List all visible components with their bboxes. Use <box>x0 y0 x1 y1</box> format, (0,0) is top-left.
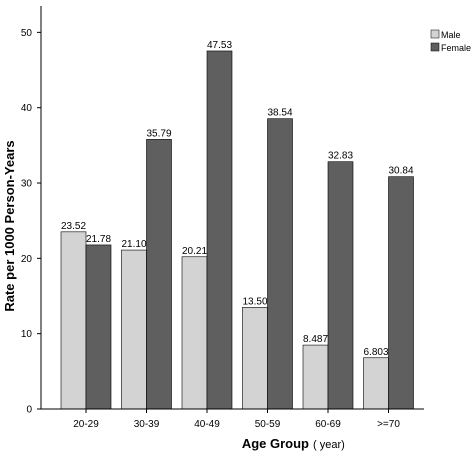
legend-label-female: Female <box>441 43 471 53</box>
data-label-female: 47.53 <box>207 40 232 51</box>
legend-label-male: Male <box>441 30 461 40</box>
x-axis-title: Age Group <box>242 436 309 451</box>
data-label-female: 38.54 <box>267 108 292 119</box>
y-tick-label: 30 <box>21 179 33 190</box>
data-label-male: 20.21 <box>182 246 207 257</box>
x-tick-label: 40-49 <box>194 419 220 430</box>
y-axis-ticks: 0 10 20 30 40 50 <box>21 28 41 416</box>
bar-male-40-49 <box>181 256 208 410</box>
bar-male->=70 <box>363 357 389 410</box>
data-label-male: 23.52 <box>61 221 86 232</box>
x-tick-label: >=70 <box>377 419 400 430</box>
data-label-female: 32.83 <box>328 151 353 162</box>
bar-male-20-29 <box>60 231 87 410</box>
bar-female-60-69 <box>327 161 354 410</box>
bar-male-60-69 <box>302 344 329 410</box>
x-axis-ticks: 20-29 30-39 40-49 50-59 60-69 >=70 <box>73 409 400 430</box>
x-tick-label: 50-59 <box>255 419 281 430</box>
y-tick-label: 0 <box>26 405 32 416</box>
legend-swatch-male <box>430 29 440 39</box>
data-label-female: 30.84 <box>388 166 413 177</box>
x-tick-label: 20-29 <box>73 419 99 430</box>
data-label-male: 8.487 <box>303 334 328 345</box>
legend: Male Female <box>430 29 471 53</box>
y-tick-label: 40 <box>21 103 33 114</box>
y-tick-label: 20 <box>21 254 33 265</box>
bar-female-50-59 <box>267 118 293 410</box>
y-tick-label: 10 <box>21 329 33 340</box>
y-axis-title: Rate per 1000 Person-Years <box>2 140 17 311</box>
bar-female->=70 <box>388 176 414 410</box>
bar-female-30-39 <box>146 139 172 410</box>
data-label-male: 13.50 <box>242 296 267 307</box>
bars <box>60 50 414 410</box>
bar-male-50-59 <box>242 307 268 410</box>
data-label-male: 6.803 <box>363 347 388 358</box>
data-label-female: 35.79 <box>146 128 171 139</box>
y-tick-label: 50 <box>21 28 33 39</box>
bar-male-30-39 <box>121 249 147 410</box>
bar-female-40-49 <box>206 50 233 410</box>
data-label-female: 21.78 <box>86 234 111 245</box>
legend-swatch-female <box>430 42 440 52</box>
x-axis-unit: ( year) <box>313 439 345 451</box>
bar-female-20-29 <box>85 244 112 410</box>
data-label-male: 21.10 <box>121 239 146 250</box>
x-tick-label: 60-69 <box>315 419 341 430</box>
x-tick-label: 30-39 <box>134 419 160 430</box>
